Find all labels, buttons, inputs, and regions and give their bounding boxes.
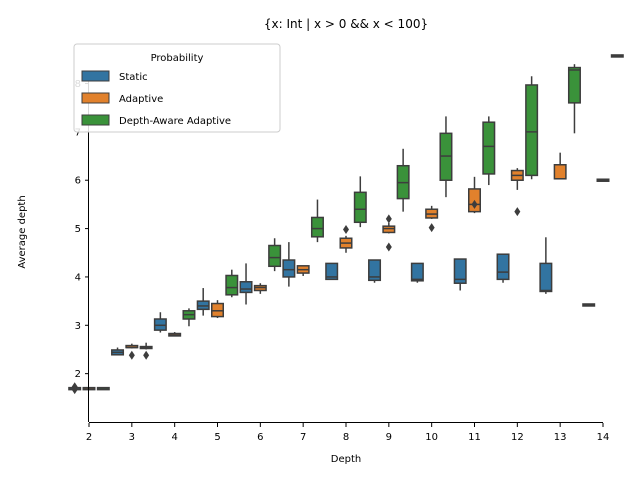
box-adaptive-4 [168, 332, 182, 337]
box-static-2 [68, 382, 82, 395]
box-adaptive-9 [382, 214, 396, 252]
box-adaptive-11 [468, 176, 481, 214]
y-tick-label: 5 [75, 224, 81, 235]
box-adaptive-8 [339, 225, 353, 253]
box-body [225, 274, 239, 296]
outlier-point [143, 350, 150, 360]
box-static-6 [239, 263, 253, 305]
box-body [325, 262, 339, 281]
box-adaptive-5 [211, 300, 224, 319]
legend-title: Probability [151, 53, 204, 64]
box-depth-aware-adaptive-5 [225, 269, 239, 298]
box-body [539, 262, 553, 293]
x-tick-label: 9 [386, 432, 392, 443]
x-axis-label: Depth [331, 454, 361, 465]
box-body [239, 281, 253, 294]
box-body [310, 216, 324, 238]
box-static-12 [496, 253, 510, 283]
box-body [368, 259, 382, 282]
legend-entry: Adaptive [119, 94, 163, 105]
x-tick-label: 13 [554, 432, 567, 443]
box-depth-aware-adaptive-9 [396, 148, 410, 212]
y-tick-label: 4 [75, 272, 81, 283]
box-depth-aware-adaptive-7 [310, 199, 324, 243]
legend-swatch [81, 70, 110, 82]
box-depth-aware-adaptive-4 [182, 308, 196, 327]
x-tick-label: 12 [511, 432, 524, 443]
outlier-point [128, 350, 135, 360]
x-tick-label: 10 [425, 432, 438, 443]
x-tick-label: 6 [257, 432, 263, 443]
box-static-7 [282, 242, 296, 287]
box-depth-aware-adaptive-12 [525, 76, 539, 180]
y-tick-label: 7 [75, 127, 81, 138]
legend-swatch [81, 92, 110, 104]
box-static-4 [153, 312, 167, 333]
y-tick-label: 3 [75, 321, 81, 332]
box-static-13 [539, 237, 553, 294]
legend-swatch [81, 114, 110, 126]
outlier-point [71, 385, 78, 395]
legend-entry: Depth-Aware Adaptive [119, 116, 231, 127]
outlier-point [428, 223, 435, 233]
box-depth-aware-adaptive-3 [139, 342, 153, 360]
x-tick-label: 2 [86, 432, 92, 443]
x-tick-label: 4 [171, 432, 177, 443]
x-tick-label: 5 [214, 432, 220, 443]
legend-entry: Static [119, 72, 148, 83]
x-tick-label: 11 [468, 432, 481, 443]
x-tick-label: 8 [343, 432, 349, 443]
x-tick-label: 14 [597, 432, 610, 443]
box-body [353, 191, 367, 224]
y-axis-label: Average depth [17, 195, 28, 268]
box-depth-aware-adaptive-6 [268, 238, 282, 272]
box-static-11 [453, 258, 467, 291]
outlier-point [471, 199, 478, 209]
box-body [268, 244, 282, 268]
box-static-10 [410, 262, 424, 283]
legend-box [73, 43, 281, 133]
box-adaptive-6 [253, 283, 267, 294]
box-adaptive-10 [425, 205, 439, 233]
box-body [282, 259, 296, 278]
box-body [410, 262, 424, 282]
y-tick-label: 2 [75, 369, 81, 380]
box-body [525, 84, 539, 177]
box-depth-aware-adaptive-11 [482, 116, 496, 186]
box-body [567, 66, 581, 104]
box-static-3 [111, 347, 125, 356]
box-depth-aware-adaptive-13 [567, 64, 581, 134]
box-static-14 [582, 303, 596, 307]
box-depth-aware-adaptive-10 [439, 116, 453, 198]
box-body [482, 121, 496, 175]
box-depth-aware-adaptive-8 [353, 176, 367, 228]
box-body [453, 258, 467, 284]
x-tick-label: 7 [300, 432, 306, 443]
box-static-5 [196, 288, 210, 316]
x-axis: 2 3 4 5 6 7 8 9 10 11 12 13 14 [86, 422, 610, 443]
box-depth-aware-adaptive-14 [610, 54, 624, 58]
box-adaptive-13 [553, 152, 567, 180]
chart-title: {x: Int | x > 0 && x < 100} [264, 17, 428, 31]
box-static-9 [368, 259, 382, 283]
plot-area [68, 54, 624, 395]
outlier-point [385, 214, 392, 224]
box-adaptive-7 [296, 265, 310, 276]
outlier-point [343, 225, 349, 235]
box-depth-aware-adaptive-2 [96, 386, 110, 391]
box-body [553, 164, 567, 180]
y-tick-label: 6 [75, 176, 81, 187]
box-static-8 [325, 262, 339, 281]
outlier-point [385, 242, 392, 252]
box-adaptive-14 [596, 178, 610, 182]
box-adaptive-12 [510, 168, 524, 217]
box-body [496, 253, 510, 281]
outlier-point [514, 207, 521, 217]
box-adaptive-3 [125, 343, 139, 360]
x-tick-label: 3 [129, 432, 135, 443]
